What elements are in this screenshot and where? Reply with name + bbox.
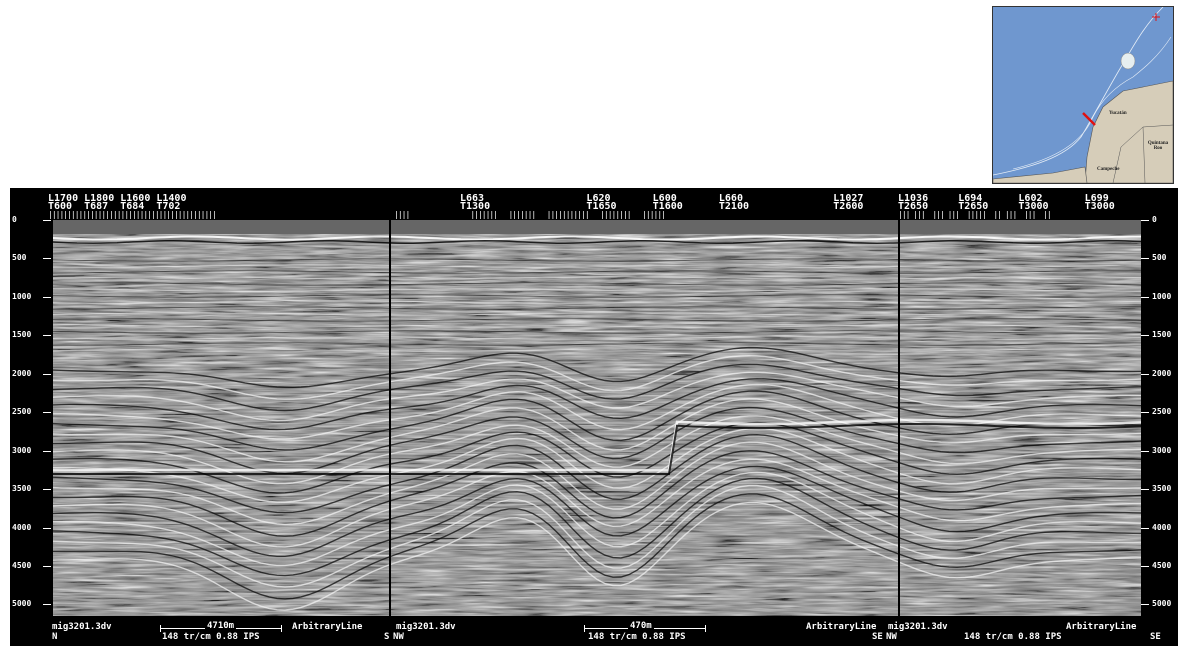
map-label-campeche: Campeche [1097,167,1120,172]
time-tick [1141,450,1149,452]
time-tick [43,604,51,606]
footer-panel3-dir-left: NW [886,632,897,642]
time-tick [43,566,51,568]
footer-panel2-dir-right: SE [872,632,883,642]
time-tick [43,296,51,298]
right-time-label: 1000 [1152,291,1172,301]
time-tick [43,220,51,221]
footer-panel1-ips: 148 tr/cm 0.88 IPS [162,632,260,642]
header-panel3-lines: L1036 L694 L602 L699 [898,193,1109,204]
time-tick [1141,527,1149,529]
left-time-label: 1000 [12,291,32,301]
seismic-section: L1700 L1800 L1600 L1400 T600 T687 T684 T… [10,188,1178,646]
right-time-label: 5000 [1152,599,1172,609]
map-label-yucatan: Yucatán [1109,111,1127,116]
footer-panel3-left: mig3201.3dv [888,622,948,632]
left-time-label: 1500 [12,330,32,340]
footer-panel1-left: mig3201.3dv [52,622,112,632]
right-time-label: 3000 [1152,445,1172,455]
scale-bar-2-label: 470m [628,621,654,631]
time-tick [1141,412,1149,414]
time-tick [1141,566,1149,568]
footer-panel2-right: ArbitraryLine [806,622,877,632]
header-panel1-traces: T600 T687 T684 T702 [48,201,181,212]
time-tick [43,412,51,414]
left-time-label: 3500 [12,484,32,494]
time-tick [1141,296,1149,298]
left-time-label: 5000 [12,599,32,609]
time-tick [1141,604,1149,606]
seismic-line-location [1082,112,1096,126]
header-panel2-traces: T1300 T1650 T1600 T2100 T2600 [460,201,864,212]
footer-panel3-right: ArbitraryLine [1066,622,1137,632]
location-map: Yucatán Quintana Roo Campeche [992,6,1174,184]
header-panel1-lines: L1700 L1800 L1600 L1400 [48,193,187,204]
right-time-label: 4500 [1152,561,1172,571]
panel-divider-1 [389,220,391,616]
time-tick [1141,489,1149,491]
left-time-label: 0 [12,215,17,224]
footer-panel1-dir-left: N [52,632,58,642]
time-tick [43,489,51,491]
left-time-label: 4000 [12,522,32,532]
time-tick [1141,258,1149,260]
footer-panel1-right: ArbitraryLine [292,622,363,632]
time-tick [43,258,51,260]
time-tick [43,373,51,375]
time-tick [1141,373,1149,375]
right-time-label: 2000 [1152,368,1172,378]
right-time-label: 2500 [1152,407,1172,417]
time-tick [43,527,51,529]
time-tick [1141,220,1149,221]
right-time-label: 500 [1152,253,1167,263]
seismic-reflections [51,220,1143,616]
left-time-label: 2000 [12,368,32,378]
left-time-label: 3000 [12,445,32,455]
left-time-label: 2500 [12,407,32,417]
map-graphic [993,7,1173,183]
footer-panel3-ips: 148 tr/cm 0.88 IPS [964,632,1062,642]
footer-panel2-dir-left: NW [393,632,404,642]
left-time-label: 4500 [12,561,32,571]
header-panel3-traces: T2650 T2650 T3000 T3000 [898,201,1115,212]
right-time-label: 4000 [1152,522,1172,532]
time-tick [43,450,51,452]
footer-panel3-dir-right: SE [1150,632,1161,642]
footer-panel2-ips: 148 tr/cm 0.88 IPS [588,632,686,642]
footer-panel2-left: mig3201.3dv [396,622,456,632]
right-time-label: 0 [1152,215,1157,224]
scale-bar-1-label: 4710m [205,621,237,631]
header-panel1-ticks: ||||||||||||||||||||||||||||||||||||||||… [48,210,217,219]
right-time-label: 3500 [1152,484,1172,494]
left-time-label: 500 [12,253,27,263]
header-panel2-lines: L663 L620 L600 L660 L1027 [460,193,864,204]
panel-divider-2 [898,220,900,616]
seismic-image [51,220,1143,616]
map-label-quintana-roo: Quintana Roo [1147,141,1169,151]
time-tick [1141,335,1149,337]
header-panel2-ticks: |||| ||||||| ||||||| ||||||||||| |||||||… [394,210,666,219]
right-time-label: 1500 [1152,330,1172,340]
time-tick [43,335,51,337]
footer-panel1-dir-right: S [384,632,390,642]
header-panel3-ticks: ||| ||| ||| ||| ||||| || ||| ||| || [898,210,1052,219]
